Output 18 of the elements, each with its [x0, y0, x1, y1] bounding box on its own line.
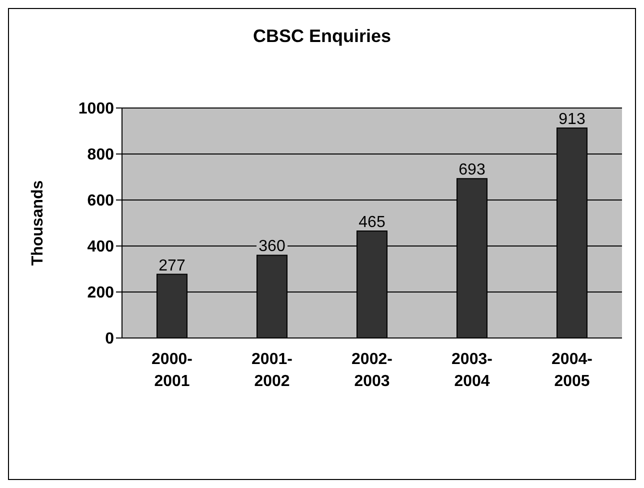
chart-title: CBSC Enquiries — [252, 26, 392, 47]
data-label: 693 — [458, 162, 486, 179]
y-tick-label: 400 — [87, 238, 114, 256]
x-tick-label: 2001-2002 — [252, 351, 292, 390]
data-label: 360 — [258, 238, 286, 256]
x-tick-label: 2000-2001 — [152, 351, 192, 390]
data-label: 277 — [158, 257, 186, 274]
y-tick-label: 1000 — [78, 100, 114, 118]
data-label: 465 — [358, 214, 386, 232]
y-tick-label: 0 — [105, 330, 114, 348]
y-tick-label: 200 — [87, 284, 114, 302]
data-label: 913 — [558, 111, 586, 128]
y-axis-title: Thousands — [30, 180, 47, 266]
y-tick-label: 600 — [87, 192, 114, 210]
x-tick-label: 2002-2003 — [352, 351, 392, 390]
x-tick-label: 2004-2005 — [552, 351, 592, 390]
x-tick-label: 2003-2004 — [452, 351, 492, 390]
y-tick-label: 800 — [87, 146, 114, 164]
